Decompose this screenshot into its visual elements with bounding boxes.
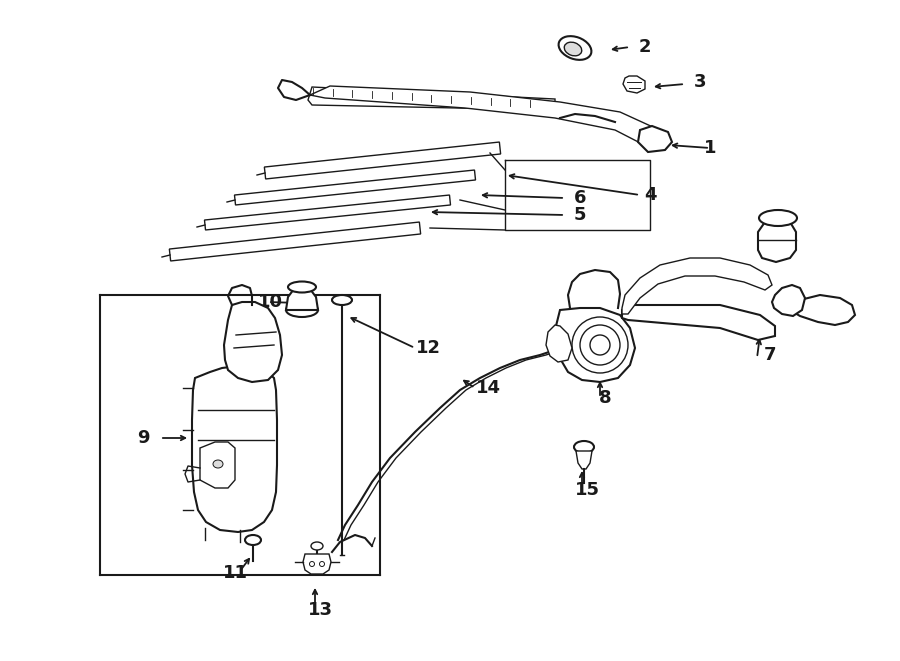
Polygon shape: [303, 554, 331, 574]
Polygon shape: [265, 142, 500, 179]
Text: 5: 5: [574, 206, 586, 224]
Polygon shape: [308, 87, 555, 110]
Circle shape: [590, 335, 610, 355]
Ellipse shape: [286, 303, 318, 317]
Text: 3: 3: [694, 73, 706, 91]
Polygon shape: [224, 302, 282, 382]
Polygon shape: [204, 195, 451, 230]
Text: 9: 9: [137, 429, 149, 447]
Circle shape: [572, 317, 628, 373]
Polygon shape: [576, 451, 592, 469]
Circle shape: [580, 325, 620, 365]
Text: 8: 8: [598, 389, 611, 407]
Polygon shape: [622, 305, 775, 340]
Text: 12: 12: [416, 339, 440, 357]
Ellipse shape: [320, 561, 325, 566]
Polygon shape: [192, 366, 277, 532]
Polygon shape: [169, 222, 420, 261]
Polygon shape: [546, 325, 572, 362]
Polygon shape: [622, 258, 772, 314]
Text: 15: 15: [574, 481, 599, 499]
Text: 4: 4: [644, 186, 656, 204]
Ellipse shape: [332, 295, 352, 305]
Polygon shape: [638, 126, 672, 152]
Polygon shape: [623, 76, 645, 93]
Ellipse shape: [759, 210, 797, 226]
Polygon shape: [235, 170, 475, 205]
Text: 6: 6: [574, 189, 586, 207]
Ellipse shape: [245, 535, 261, 545]
Ellipse shape: [559, 36, 591, 60]
Ellipse shape: [574, 441, 594, 453]
Polygon shape: [286, 287, 318, 310]
Polygon shape: [310, 86, 660, 148]
Ellipse shape: [288, 282, 316, 293]
Ellipse shape: [213, 460, 223, 468]
Text: 2: 2: [639, 38, 652, 56]
Ellipse shape: [311, 542, 323, 550]
Text: 10: 10: [257, 293, 283, 311]
Text: 7: 7: [764, 346, 776, 364]
Polygon shape: [200, 442, 235, 488]
Polygon shape: [555, 308, 635, 382]
Ellipse shape: [310, 561, 314, 566]
Ellipse shape: [564, 42, 581, 56]
Polygon shape: [772, 285, 805, 316]
Text: 11: 11: [222, 564, 248, 582]
Text: 13: 13: [308, 601, 332, 619]
Text: 1: 1: [704, 139, 716, 157]
Polygon shape: [758, 218, 796, 262]
Polygon shape: [790, 295, 855, 325]
Text: 14: 14: [475, 379, 500, 397]
